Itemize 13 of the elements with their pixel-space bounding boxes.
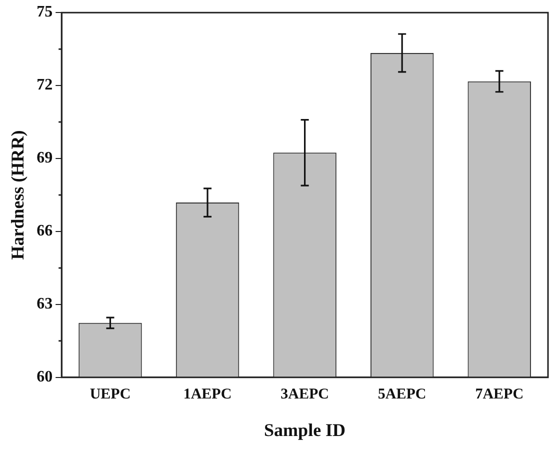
y-tick-label: 69 bbox=[36, 150, 53, 167]
x-tick-label: 5AEPC bbox=[378, 386, 426, 402]
y-tick-label: 66 bbox=[36, 222, 53, 240]
x-tick-label: 1AEPC bbox=[183, 386, 232, 402]
y-axis-title: Hardness (HRR) bbox=[7, 130, 28, 260]
x-axis-title: Sample ID bbox=[264, 420, 346, 440]
y-tick-label: 75 bbox=[36, 4, 53, 21]
y-tick-label: 63 bbox=[36, 296, 53, 313]
y-tick-label: 72 bbox=[36, 76, 53, 94]
x-tick-label: UEPC bbox=[90, 386, 131, 402]
x-tick-label: 7AEPC bbox=[475, 386, 524, 402]
y-tick-label: 60 bbox=[36, 368, 53, 386]
x-tick-label: 3AEPC bbox=[280, 386, 329, 402]
